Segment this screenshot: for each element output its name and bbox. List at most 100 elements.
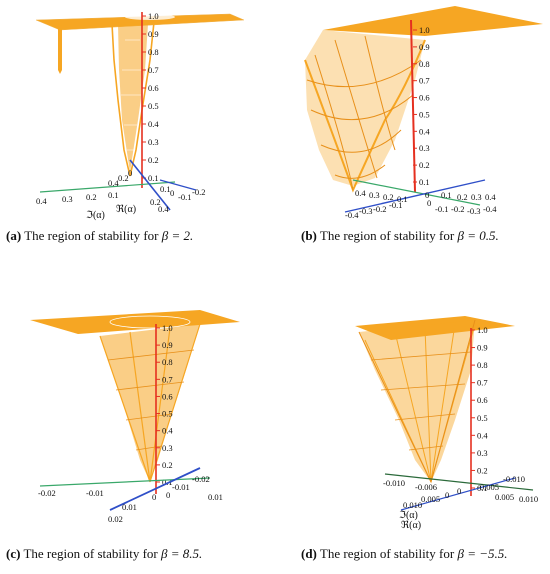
z-tick-label: 0.5 [477, 413, 488, 423]
svg-text:0.4: 0.4 [36, 196, 47, 206]
z-tick-label: 0.3 [162, 443, 173, 453]
svg-text:0: 0 [170, 188, 174, 198]
z-tick-label: 0.7 [148, 65, 159, 75]
z-tick-label: 0.8 [162, 357, 173, 367]
z-tick-label: 1.0 [419, 25, 430, 35]
figure-b: 1.0 0.9 0.8 0.7 0.6 0.5 0.4 0.3 0.2 0.1 0.4 0.3 0… [275, 0, 550, 250]
caption-c: (c) The region of stability for β = 8.5. [6, 546, 203, 561]
figure-d: 1.0 0.9 0.8 0.7 0.6 0.5 0.4 0.3 0.2 0.1 -0.010 -0… [275, 310, 550, 574]
tick-labels-d: -0.010 -0.006 0 0.005 0.010 0.010 0.005 … [383, 474, 538, 510]
axis-label-re: ℜ(α) [116, 204, 136, 215]
svg-text:-0.4: -0.4 [345, 210, 359, 220]
z-tick-label: 0.9 [148, 29, 159, 39]
z-tick-label: 0.1 [162, 477, 173, 487]
svg-text:0.4: 0.4 [485, 192, 496, 202]
z-tick-label: 0.6 [148, 83, 159, 93]
z-tick-label: 0.1 [148, 173, 159, 183]
z-tick-label: 1.0 [148, 11, 159, 21]
svg-text:0.3: 0.3 [369, 190, 380, 200]
z-tick-label: 0.7 [162, 374, 173, 384]
svg-text:0.02: 0.02 [108, 514, 123, 524]
svg-text:0: 0 [152, 492, 156, 502]
caption-b: (b) The region of stability for β = 0.5. [301, 228, 499, 243]
svg-text:0.005: 0.005 [421, 494, 440, 504]
figure-a: 1.0 0.9 0.8 0.7 0.6 0.5 0.4 0.3 0.2 0.1 0.4 0.3 0… [0, 0, 275, 250]
z-tick-label: 1.0 [162, 323, 173, 333]
x-axis [39, 477, 211, 487]
z-tick-label: 0.5 [148, 101, 159, 111]
svg-text:0.2: 0.2 [86, 192, 97, 202]
caption-d: (d) The region of stability for β = −5.5… [301, 546, 508, 561]
z-tick-label: 0.6 [162, 391, 173, 401]
y-axis [129, 159, 171, 211]
svg-text:-0.3: -0.3 [467, 206, 480, 216]
surface-funnel [305, 30, 425, 186]
z-tick-label: 0.2 [148, 155, 159, 165]
svg-text:0.3: 0.3 [62, 194, 73, 204]
svg-text:0.005: 0.005 [495, 492, 514, 502]
y-axis [400, 477, 516, 511]
z-tick-label: 0.8 [419, 59, 430, 69]
figure-c: 1.0 0.9 0.8 0.7 0.6 0.5 0.4 0.3 0.2 0.1 -0.02 -0.… [0, 310, 275, 574]
surface-top-plane [323, 6, 543, 36]
z-tick-label: 0.3 [148, 137, 159, 147]
tick-labels-a: 0.4 0.3 0.2 0.1 0.4 0.2 0 0.1 0 -0.1 -0.… [36, 168, 205, 214]
z-tick-label: 0.9 [419, 42, 430, 52]
svg-text:0.3: 0.3 [471, 192, 482, 202]
x-axis [39, 181, 176, 193]
z-tick-label: 0.2 [419, 160, 430, 170]
svg-text:-0.006: -0.006 [415, 482, 437, 492]
surface-top-plane [30, 310, 240, 334]
y-axis [344, 179, 486, 213]
z-tick-label: 0.8 [148, 47, 159, 57]
surface-funnel [359, 320, 475, 482]
svg-text:0.01: 0.01 [208, 492, 223, 502]
z-tick-label: 0.8 [477, 360, 488, 370]
z-tick-label: 0.6 [419, 93, 430, 103]
z-tick-label: 0.4 [477, 430, 488, 440]
svg-text:-0.1: -0.1 [178, 192, 191, 202]
y-axis [109, 467, 201, 511]
surface-plot-b: 1.00.90.80.70.60.50.40.30.20.1 0.4 0.3 0… [304, 6, 543, 220]
svg-text:0.4: 0.4 [158, 204, 169, 214]
tick-labels-b: 0.4 0.3 0.2 0.1 0 -0.1 -0.2 -0.3 -0.4 -0… [345, 188, 497, 220]
z-tick-label: 0.4 [162, 426, 173, 436]
svg-text:0.1: 0.1 [397, 194, 408, 204]
z-tick-label: 0.7 [419, 76, 430, 86]
svg-text:0.2: 0.2 [457, 192, 468, 202]
x-axis [384, 473, 534, 491]
svg-text:-0.3: -0.3 [359, 206, 372, 216]
svg-text:0.1: 0.1 [108, 190, 119, 200]
z-axis [410, 19, 416, 193]
svg-text:-0.4: -0.4 [483, 204, 497, 214]
z-tick-label: 0.7 [477, 378, 488, 388]
surface-plot-a: 1.0 0.9 0.8 0.7 0.6 0.5 0.4 0.3 0.2 0.1 0.4 0.3 0… [35, 11, 245, 221]
svg-text:0: 0 [427, 198, 431, 208]
svg-text:0: 0 [425, 190, 429, 200]
z-tick-label: 1.0 [477, 325, 488, 335]
svg-text:0.2: 0.2 [118, 173, 129, 183]
z-tick-label: 0.5 [419, 109, 430, 119]
svg-text:0: 0 [166, 490, 170, 500]
svg-text:-0.1: -0.1 [435, 204, 448, 214]
surface-plot-d: 1.0 0.9 0.8 0.7 0.6 0.5 0.4 0.3 0.2 0.1 -0.010 -0… [355, 316, 538, 531]
z-tick-label: 0.4 [419, 126, 430, 136]
svg-text:0.2: 0.2 [383, 192, 394, 202]
caption-a: (a) The region of stability for β = 2. [6, 228, 194, 243]
z-tick-label: 0.1 [419, 177, 430, 187]
z-tick-label: 0.1 [477, 483, 488, 493]
z-tick-label: 0.6 [477, 395, 488, 405]
svg-text:0: 0 [457, 486, 461, 496]
svg-text:-0.010: -0.010 [503, 474, 525, 484]
svg-text:0.1: 0.1 [160, 184, 171, 194]
axis-label-im: ℑ(α) [399, 510, 418, 521]
svg-text:-0.2: -0.2 [373, 204, 386, 214]
z-tick-label: 0.9 [162, 340, 173, 350]
svg-text:-0.02: -0.02 [38, 488, 56, 498]
z-tick-label: 0.2 [477, 465, 488, 475]
svg-text:0.4: 0.4 [355, 188, 366, 198]
svg-text:-0.1: -0.1 [389, 200, 402, 210]
axis-label-im: ℑ(α) [86, 210, 105, 221]
z-tick-label: 0.3 [419, 143, 430, 153]
svg-text:-0.2: -0.2 [451, 204, 464, 214]
